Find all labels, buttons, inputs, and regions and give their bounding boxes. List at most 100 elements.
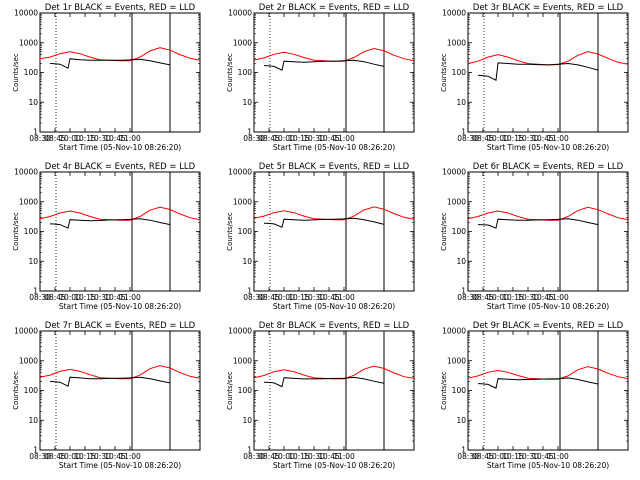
plot-frame (467, 12, 629, 133)
y-tick-label: 10 (242, 416, 252, 425)
panel-title: Det 8r BLACK = Events, RED = LLD (259, 321, 410, 331)
lld-rate-line (39, 47, 201, 62)
x-tick-label: 11:00 (333, 452, 355, 461)
panel-title: Det 1r BLACK = Events, RED = LLD (45, 3, 196, 13)
x-tick-label: 10:30 (517, 293, 539, 302)
event-rate-line (264, 59, 385, 71)
x-tick-label: 10:00 (59, 134, 81, 143)
y-tick-label: 100 (24, 386, 39, 395)
x-axis-label: Start Time (05-Nov-10 08:26:20) (273, 143, 395, 152)
event-rate-line (478, 377, 599, 389)
x-tick-label: 11:00 (119, 293, 141, 302)
lld-rate-line (39, 365, 201, 380)
x-tick-label: 11:00 (333, 293, 355, 302)
x-tick-label: 10:30 (517, 452, 539, 461)
x-tick-label: 10:30 (303, 452, 325, 461)
lld-rate-line (467, 206, 629, 221)
y-tick-label: 1000 (233, 197, 252, 206)
y-tick-label: 10000 (228, 168, 252, 177)
panel-title: Det 6r BLACK = Events, RED = LLD (473, 162, 624, 172)
panel-title: Det 3r BLACK = Events, RED = LLD (473, 3, 624, 13)
y-tick-label: 10000 (228, 327, 252, 336)
lld-rate-line (253, 47, 415, 62)
y-tick-label: 1000 (447, 38, 466, 47)
x-tick-label: 10:15 (502, 452, 524, 461)
y-tick-label: 100 (24, 227, 39, 236)
x-tick-label: 10:45 (318, 134, 340, 143)
y-tick-label: 10 (28, 257, 38, 266)
x-tick-label: 10:45 (104, 134, 126, 143)
y-tick-label: 100 (238, 227, 253, 236)
x-tick-label: 10:45 (532, 452, 554, 461)
panel-title: Det 7r BLACK = Events, RED = LLD (45, 321, 196, 331)
y-axis-label: Counts/sec (226, 53, 234, 92)
event-rate-line (478, 62, 599, 81)
x-axis-label: Start Time (05-Nov-10 08:26:20) (273, 461, 395, 470)
x-tick-label: 10:30 (517, 134, 539, 143)
x-tick-label: 10:30 (303, 293, 325, 302)
event-rate-line (50, 376, 171, 387)
y-tick-label: 100 (452, 386, 467, 395)
y-tick-label: 10 (242, 98, 252, 107)
x-tick-label: 11:00 (119, 134, 141, 143)
x-tick-label: 10:00 (487, 452, 509, 461)
x-tick-label: 08:45 (472, 452, 494, 461)
plot-frame (39, 171, 201, 292)
panel-title: Det 9r BLACK = Events, RED = LLD (473, 321, 624, 331)
y-tick-label: 1 (247, 446, 252, 455)
x-tick-label: 10:00 (487, 134, 509, 143)
x-tick-label: 08:30 (29, 293, 51, 302)
y-axis-label: Counts/sec (12, 53, 20, 92)
x-tick-label: 11:00 (547, 134, 569, 143)
detector-panel-9: Det 9r BLACK = Events, RED = LLD 1 10 100 10… (440, 321, 629, 470)
plot-frame (467, 330, 629, 451)
x-tick-label: 08:30 (243, 134, 265, 143)
x-tick-label: 10:45 (318, 293, 340, 302)
y-axis-label: Counts/sec (226, 371, 234, 410)
x-tick-label: 10:15 (288, 452, 310, 461)
y-tick-label: 10000 (228, 9, 252, 18)
x-tick-label: 10:00 (273, 293, 295, 302)
lld-rate-line (467, 51, 629, 66)
y-tick-label: 1000 (19, 197, 38, 206)
y-axis-label: Counts/sec (440, 371, 448, 410)
y-tick-label: 1 (247, 128, 252, 137)
detector-panel-1: Det 1r BLACK = Events, RED = LLD 1 10 100 10… (12, 3, 201, 152)
x-tick-label: 10:15 (288, 293, 310, 302)
x-axis-label: Start Time (05-Nov-10 08:26:20) (273, 302, 395, 311)
x-axis-label: Start Time (05-Nov-10 08:26:20) (59, 302, 181, 311)
x-tick-label: 08:30 (243, 293, 265, 302)
x-tick-label: 10:45 (532, 293, 554, 302)
y-tick-label: 1 (33, 446, 38, 455)
detector-panel-6: Det 6r BLACK = Events, RED = LLD 1 10 100 10… (440, 162, 629, 311)
x-tick-label: 10:45 (532, 134, 554, 143)
y-tick-label: 10 (456, 98, 466, 107)
panel-title: Det 2r BLACK = Events, RED = LLD (259, 3, 410, 13)
x-axis-label: Start Time (05-Nov-10 08:26:20) (487, 143, 609, 152)
y-tick-label: 10 (456, 416, 466, 425)
detector-panel-7: Det 7r BLACK = Events, RED = LLD 1 10 100 10… (12, 321, 201, 470)
x-tick-label: 08:30 (243, 452, 265, 461)
x-tick-label: 10:00 (273, 452, 295, 461)
x-tick-label: 10:45 (104, 293, 126, 302)
x-tick-label: 08:30 (29, 452, 51, 461)
y-tick-label: 10 (28, 416, 38, 425)
x-tick-label: 11:00 (119, 452, 141, 461)
y-tick-label: 1 (461, 446, 466, 455)
x-axis-label: Start Time (05-Nov-10 08:26:20) (487, 461, 609, 470)
y-tick-label: 100 (452, 68, 467, 77)
lld-rate-line (253, 365, 415, 380)
x-tick-label: 08:30 (457, 452, 479, 461)
x-axis-label: Start Time (05-Nov-10 08:26:20) (59, 143, 181, 152)
x-tick-label: 11:00 (333, 134, 355, 143)
x-tick-label: 08:45 (258, 134, 280, 143)
y-tick-label: 10 (28, 98, 38, 107)
y-tick-label: 100 (24, 68, 39, 77)
x-tick-label: 10:15 (74, 452, 96, 461)
x-tick-label: 10:30 (89, 293, 111, 302)
x-tick-label: 10:15 (502, 134, 524, 143)
x-tick-label: 10:15 (74, 134, 96, 143)
y-tick-label: 10000 (14, 168, 38, 177)
x-tick-label: 10:30 (89, 134, 111, 143)
y-tick-label: 1000 (447, 356, 466, 365)
